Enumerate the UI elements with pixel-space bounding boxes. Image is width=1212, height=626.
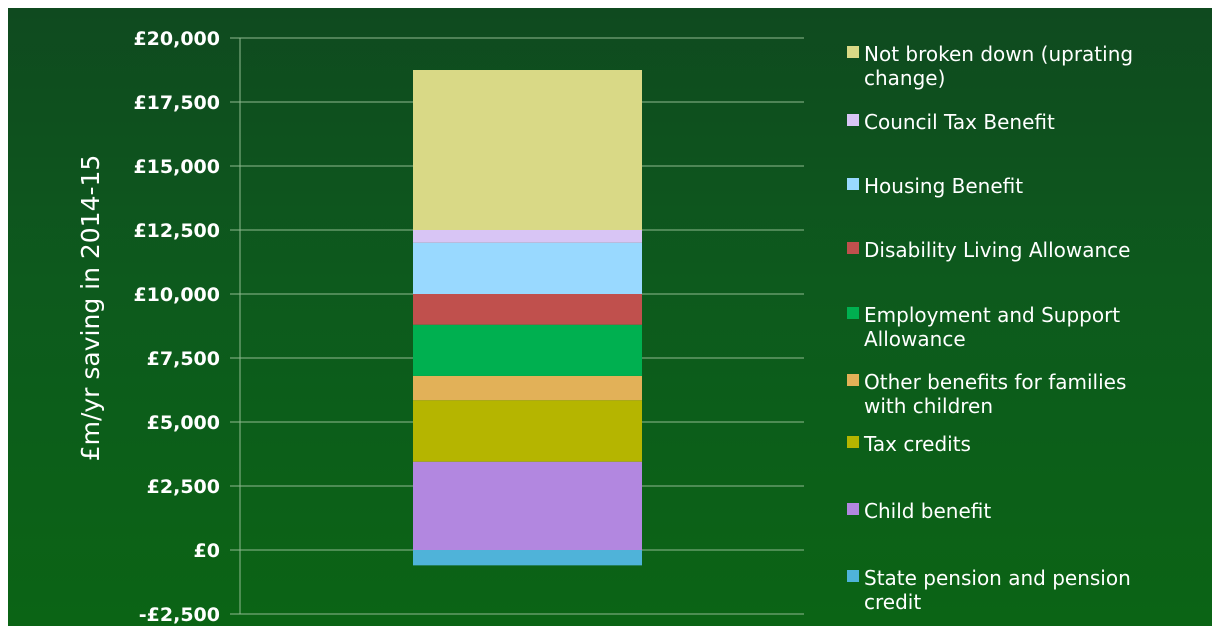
legend-label: Tax credits xyxy=(863,432,971,456)
legend-label: credit xyxy=(864,590,921,614)
bar-segment xyxy=(413,324,642,376)
legend-label: change) xyxy=(864,66,945,90)
legend-label: Child benefit xyxy=(864,499,991,523)
y-axis-tick-labels: £20,000 £17,500 £15,000 £12,500 £10,000 £7,50… xyxy=(133,28,220,626)
y-tick-label: £17,500 xyxy=(133,92,220,114)
legend-swatch xyxy=(847,178,859,190)
y-tick-label: -£2,500 xyxy=(139,604,220,626)
legend-swatch xyxy=(847,242,859,254)
stacked-bar xyxy=(413,70,642,566)
legend-label: Disability Living Allowance xyxy=(864,238,1130,262)
legend-label: Other benefits for families xyxy=(864,370,1126,394)
y-tick-label: £2,500 xyxy=(147,476,220,498)
bar-segment xyxy=(413,70,642,230)
legend-swatch xyxy=(847,307,859,319)
bar-segment xyxy=(413,230,642,243)
chart-frame: £20,000 £17,500 £15,000 £12,500 £10,000 £7,50… xyxy=(8,8,1212,626)
legend-label: Housing Benefit xyxy=(864,174,1023,198)
legend-label: Employment and Support xyxy=(864,303,1120,327)
y-axis-title: £m/yr saving in 2014-15 xyxy=(76,155,105,462)
bar-segment xyxy=(413,461,642,550)
bar-segment xyxy=(413,294,642,325)
bar-segment xyxy=(413,375,642,401)
legend-swatch xyxy=(847,46,859,58)
legend-swatch xyxy=(847,114,859,126)
legend-label: State pension and pension xyxy=(864,566,1131,590)
y-tick-label: £20,000 xyxy=(133,28,220,50)
stacked-bar-chart: £20,000 £17,500 £15,000 £12,500 £10,000 £7,50… xyxy=(76,28,1133,626)
y-tick-label: £12,500 xyxy=(133,220,220,242)
legend-swatch xyxy=(847,436,859,448)
legend-label: Council Tax Benefit xyxy=(864,110,1055,134)
y-tick-label: £0 xyxy=(194,540,220,562)
y-tick-label: £7,500 xyxy=(147,348,220,370)
legend-label: Not broken down (uprating xyxy=(864,42,1133,66)
y-tick-label: £10,000 xyxy=(133,284,220,306)
bar-segment xyxy=(413,550,642,566)
bar-segment xyxy=(413,400,642,462)
legend-swatch xyxy=(847,374,859,386)
legend-swatch xyxy=(847,503,859,515)
legend-swatch xyxy=(847,570,859,582)
legend-label: Allowance xyxy=(864,327,966,351)
legend-label: with children xyxy=(864,394,993,418)
y-tick-label: £5,000 xyxy=(147,412,220,434)
y-tick-label: £15,000 xyxy=(133,156,220,178)
bar-segment xyxy=(413,242,642,294)
